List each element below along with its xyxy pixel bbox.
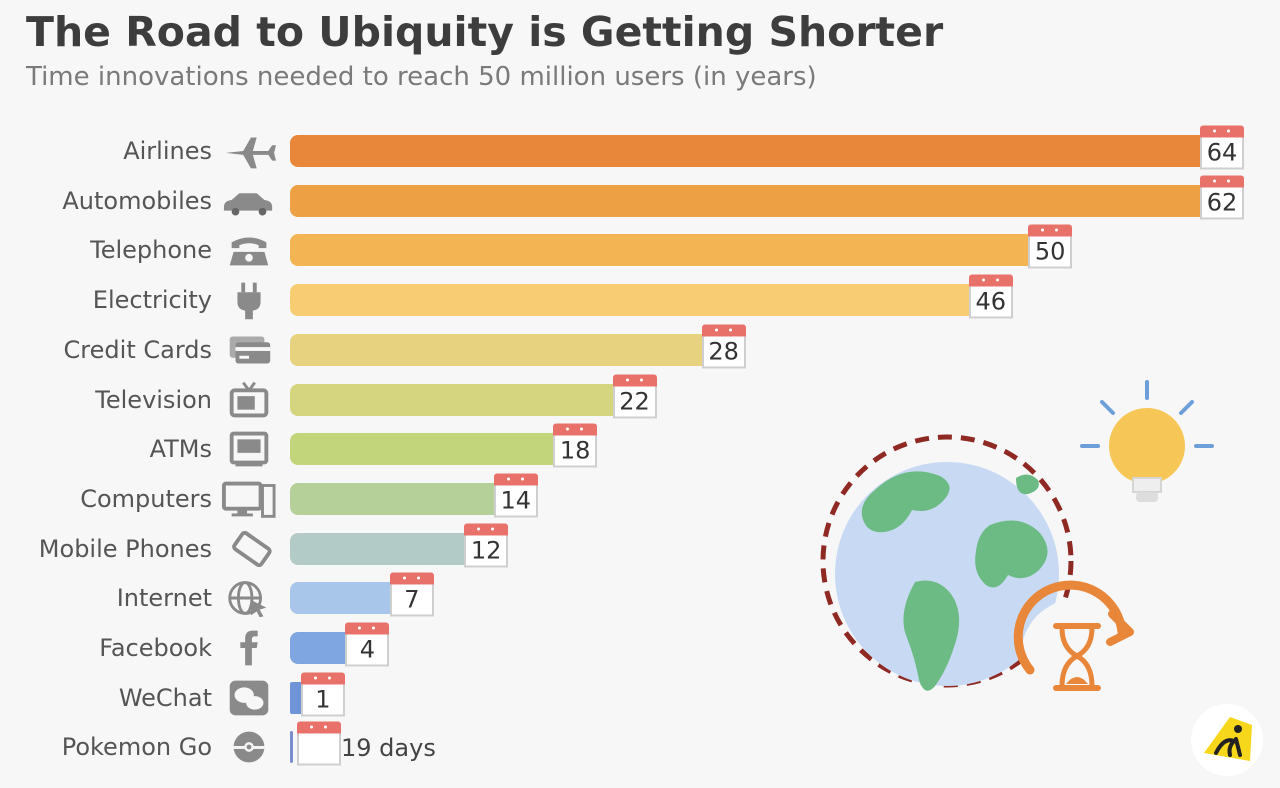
value-label-atms: 18 bbox=[553, 435, 598, 468]
bar-internet bbox=[290, 582, 394, 615]
bar-automobiles bbox=[290, 184, 1211, 217]
category-label-telephone: Telephone bbox=[90, 236, 212, 265]
category-label-facebook: Facebook bbox=[99, 634, 212, 662]
wechat-icon bbox=[229, 680, 269, 716]
globe-cursor-icon bbox=[228, 581, 267, 618]
value-label-facebook: 4 bbox=[345, 634, 390, 667]
facebook-icon bbox=[240, 630, 258, 666]
category-label-atms: ATMs bbox=[149, 435, 212, 464]
category-label-television: Television bbox=[95, 385, 212, 414]
globe-lightbulb-hourglass-illustration bbox=[820, 380, 1214, 711]
globe-continents bbox=[861, 471, 1048, 691]
television-icon bbox=[229, 381, 269, 417]
airplane-icon bbox=[225, 137, 276, 169]
atm-icon bbox=[229, 431, 269, 467]
value-label-wechat: 1 bbox=[300, 684, 345, 717]
bar-pokemon-go bbox=[290, 731, 293, 764]
lightbulb-icon bbox=[1080, 380, 1214, 502]
category-label-airlines: Airlines bbox=[123, 137, 212, 165]
calendar-icon: 14 bbox=[493, 473, 538, 518]
calendar-icon: 22 bbox=[612, 373, 657, 418]
category-label-mobile-phones: Mobile Phones bbox=[38, 534, 212, 563]
credit-card-icon bbox=[229, 336, 271, 364]
calendar-icon: 50 bbox=[1028, 224, 1073, 269]
pokeball-icon bbox=[233, 731, 265, 763]
bar-telephone bbox=[290, 234, 1033, 267]
value-label-mobile-phones: 12 bbox=[464, 535, 509, 568]
category-label-internet: Internet bbox=[116, 584, 212, 613]
calendar-icon: 7 bbox=[389, 572, 434, 617]
calendar-icon: 18 bbox=[553, 423, 598, 468]
plug-icon bbox=[237, 282, 261, 320]
category-label-electricity: Electricity bbox=[92, 286, 212, 315]
bar-mobile-phones bbox=[290, 532, 469, 565]
calendar-icon: 4 bbox=[345, 622, 390, 667]
category-label-automobiles: Automobiles bbox=[62, 186, 212, 215]
value-label-electricity: 46 bbox=[968, 286, 1013, 319]
category-label-pokemon-go: Pokemon Go bbox=[61, 733, 212, 762]
calendar-icon: 12 bbox=[464, 523, 509, 568]
category-label-credit-cards: Credit Cards bbox=[63, 335, 212, 364]
bar-television bbox=[290, 383, 617, 416]
bar-electricity bbox=[290, 284, 973, 317]
bar-computers bbox=[290, 482, 498, 515]
bar-atms bbox=[290, 433, 558, 466]
calendar-icon bbox=[297, 721, 341, 766]
hourglass-refresh-icon bbox=[1013, 580, 1134, 711]
telephone-icon bbox=[229, 237, 269, 266]
chart-title: The Road to Ubiquity is Getting Shorter bbox=[26, 8, 944, 56]
value-label-airlines: 64 bbox=[1200, 137, 1244, 170]
computer-icon bbox=[222, 481, 276, 518]
calendar-icon: 62 bbox=[1200, 175, 1244, 220]
category-label-wechat: WeChat bbox=[118, 683, 212, 712]
brand-logo bbox=[1191, 704, 1263, 776]
car-icon bbox=[223, 192, 273, 216]
value-label-automobiles: 62 bbox=[1200, 187, 1244, 220]
calendar-icon: 46 bbox=[968, 274, 1013, 319]
value-label-telephone: 50 bbox=[1028, 236, 1073, 269]
value-label-television: 22 bbox=[612, 385, 657, 418]
category-label-computers: Computers bbox=[80, 484, 212, 513]
calendar-icon: 28 bbox=[701, 324, 746, 369]
value-label-credit-cards: 28 bbox=[701, 336, 746, 369]
mobile-phone-icon bbox=[232, 530, 272, 567]
value-label-pokemon-go: 19 days bbox=[341, 734, 436, 762]
chart-subtitle: Time innovations needed to reach 50 mill… bbox=[26, 62, 817, 92]
value-label-computers: 14 bbox=[493, 485, 538, 518]
calendar-icon: 64 bbox=[1200, 125, 1244, 170]
bar-airlines bbox=[290, 135, 1240, 167]
value-label-internet: 7 bbox=[389, 584, 434, 617]
bar-credit-cards bbox=[290, 333, 706, 366]
calendar-icon: 1 bbox=[300, 672, 345, 717]
bar-facebook bbox=[290, 632, 350, 664]
